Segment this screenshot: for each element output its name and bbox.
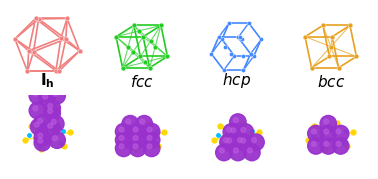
Circle shape [129,132,146,148]
Circle shape [48,123,53,128]
Circle shape [115,123,132,140]
Circle shape [336,141,341,146]
Circle shape [129,123,146,140]
Circle shape [324,141,329,146]
Circle shape [49,88,65,104]
Circle shape [119,136,124,140]
Circle shape [324,119,329,124]
Circle shape [336,129,341,134]
Circle shape [219,148,224,153]
Circle shape [33,106,38,111]
Circle shape [233,148,238,153]
Circle shape [119,144,124,149]
Circle shape [237,134,254,151]
Circle shape [223,138,228,143]
Circle shape [34,129,51,146]
Circle shape [44,100,60,116]
Circle shape [115,140,132,157]
Circle shape [320,125,336,142]
Circle shape [33,91,38,96]
Text: $\bf{I_h}$: $\bf{I_h}$ [40,71,54,90]
Circle shape [115,132,132,148]
Circle shape [119,127,124,132]
Circle shape [241,127,246,132]
Circle shape [51,119,56,124]
Circle shape [147,136,152,140]
Circle shape [237,124,254,140]
Circle shape [223,124,240,140]
Circle shape [129,140,146,157]
Circle shape [38,118,43,123]
Circle shape [53,136,57,141]
Circle shape [143,140,160,157]
Circle shape [230,114,246,130]
Circle shape [147,127,152,132]
Circle shape [216,144,232,161]
Circle shape [248,134,264,150]
Circle shape [49,132,65,148]
Circle shape [233,117,238,122]
Circle shape [227,138,232,143]
Circle shape [31,118,47,135]
Circle shape [251,138,256,143]
Circle shape [237,138,242,143]
Circle shape [308,125,324,142]
Circle shape [48,108,53,113]
Circle shape [230,144,246,161]
Circle shape [311,129,316,134]
Circle shape [43,94,48,99]
Circle shape [133,136,138,140]
Circle shape [320,115,336,132]
Circle shape [39,84,56,101]
Circle shape [311,141,316,146]
Circle shape [44,105,60,121]
Circle shape [43,88,48,93]
Circle shape [143,132,160,148]
Circle shape [133,144,138,149]
Circle shape [48,116,64,132]
Circle shape [227,124,244,141]
Circle shape [143,123,160,140]
Circle shape [122,115,138,132]
Circle shape [332,125,349,142]
Circle shape [29,88,46,104]
Circle shape [29,102,46,119]
Circle shape [48,103,53,108]
Text: $\bf{\mathit{fcc}}$: $\bf{\mathit{fcc}}$ [130,74,154,90]
Circle shape [223,134,240,151]
Circle shape [320,138,336,154]
Circle shape [241,138,246,143]
Circle shape [231,128,236,133]
Circle shape [34,122,39,127]
Circle shape [220,134,236,150]
Circle shape [136,115,152,132]
Circle shape [308,138,324,154]
Circle shape [38,133,43,138]
Text: $\bf{\mathit{hcp}}$: $\bf{\mathit{hcp}}$ [222,71,251,90]
Circle shape [133,127,138,132]
Circle shape [244,144,260,161]
Circle shape [34,134,51,151]
Circle shape [227,127,232,132]
Circle shape [332,138,349,154]
Circle shape [126,119,131,124]
Circle shape [38,138,43,143]
Circle shape [234,134,250,150]
Circle shape [39,90,56,107]
Circle shape [34,115,51,131]
Circle shape [247,148,252,153]
Circle shape [324,129,329,134]
Text: $\bf{\mathit{bcc}}$: $\bf{\mathit{bcc}}$ [317,74,345,90]
Circle shape [147,144,152,149]
Circle shape [140,119,145,124]
Circle shape [53,91,57,96]
Circle shape [44,120,60,136]
